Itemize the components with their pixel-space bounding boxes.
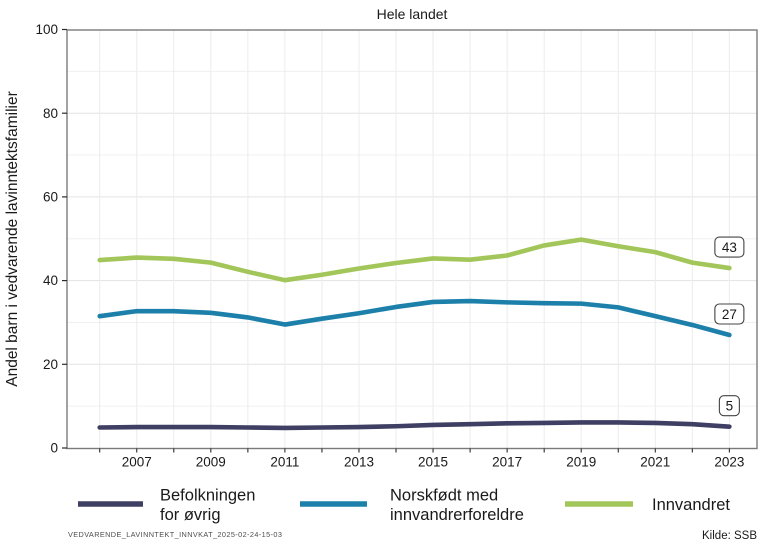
end-value-box bbox=[714, 303, 745, 325]
y-tick-label: 80 bbox=[43, 106, 58, 121]
y-tick-label: 20 bbox=[43, 357, 58, 372]
x-tick-label: 2007 bbox=[122, 455, 152, 470]
y-tick-label: 0 bbox=[50, 441, 58, 456]
y-tick-label: 100 bbox=[35, 22, 58, 37]
legend-label-line: for øvrig bbox=[160, 506, 221, 524]
series-line-befolkningen-for-vrig bbox=[97, 420, 732, 431]
legend-label-2: Norskfødt med innvandrerforeldre bbox=[390, 487, 524, 525]
end-value-box bbox=[718, 395, 740, 417]
x-tick-label: 2023 bbox=[714, 455, 744, 470]
source-label: Kilde: SSB bbox=[702, 530, 757, 542]
x-tick-label: 2013 bbox=[344, 455, 374, 470]
legend-label-line: innvandrerforeldre bbox=[390, 506, 524, 524]
series-layer bbox=[97, 237, 732, 431]
plot-border bbox=[66, 29, 758, 450]
gridline-layer bbox=[67, 30, 757, 449]
y-tick-label: 40 bbox=[43, 273, 58, 288]
legend: Befolkningen for øvrig Norskfødt med innvan… bbox=[78, 487, 730, 525]
legend-label-1: Befolkningen for øvrig bbox=[160, 487, 255, 525]
legend-label-3: Innvandret bbox=[652, 496, 730, 514]
x-tick-label: 2009 bbox=[196, 455, 226, 470]
series-line-innvandret bbox=[97, 237, 732, 283]
footer-stamp: VEDVARENDE_LAVINNTEKT_INNVKAT_2025-02-24… bbox=[68, 530, 282, 539]
end-value-label: 27 bbox=[722, 307, 737, 322]
y-tick-label: 60 bbox=[43, 190, 58, 205]
plot-border-layer bbox=[66, 29, 758, 450]
x-tick-label: 2011 bbox=[270, 455, 299, 470]
chart-title: Hele landet bbox=[377, 6, 448, 22]
x-tick-label: 2021 bbox=[640, 455, 670, 470]
y-axis-label: Andel barn i vedvarende lavinntektsfamil… bbox=[4, 91, 21, 387]
legend-label-line: Norskfødt med bbox=[390, 487, 498, 505]
x-tick-label: 2015 bbox=[418, 455, 448, 470]
x-tick-label: 2017 bbox=[492, 455, 522, 470]
legend-label-line: Innvandret bbox=[652, 496, 730, 514]
end-value-box bbox=[714, 236, 745, 258]
end-label-layer: 5 27 43 bbox=[714, 236, 745, 417]
series-line-norskf-dt-med-innvandrerforeldre bbox=[97, 298, 732, 338]
end-value-label: 5 bbox=[726, 398, 734, 413]
legend-label-line: Befolkningen bbox=[160, 487, 255, 505]
end-value-label: 43 bbox=[722, 240, 737, 255]
x-tick-label: 2019 bbox=[566, 455, 596, 470]
axis-tick-layer: 0 20 40 60 80 100 2007 2009 2011 2013 2015 2017 2019… bbox=[35, 22, 744, 469]
